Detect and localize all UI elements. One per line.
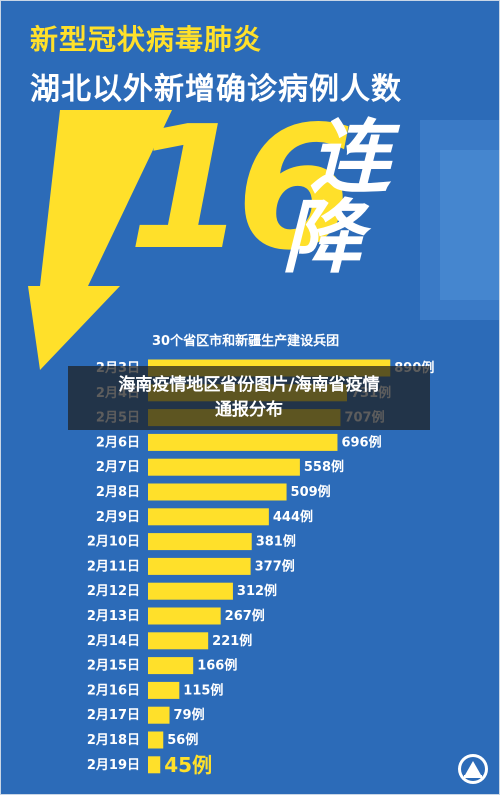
- value-label: 312例: [237, 583, 277, 599]
- bar: [148, 433, 338, 451]
- bar: [148, 533, 252, 551]
- category-label: 2月19日: [87, 758, 140, 773]
- value-label: 444例: [273, 509, 313, 525]
- value-label: 381例: [256, 534, 296, 550]
- value-label: 115例: [183, 682, 223, 698]
- value-label: 509例: [291, 484, 331, 500]
- value-label: 221例: [212, 633, 252, 649]
- category-label: 2月17日: [87, 708, 140, 723]
- big-number: 16: [128, 90, 355, 288]
- category-label: 2月9日: [96, 510, 140, 525]
- category-label: 2月18日: [87, 733, 140, 748]
- value-label: 56例: [167, 732, 198, 748]
- bar: [148, 458, 300, 476]
- bar: [148, 657, 194, 675]
- value-label: 267例: [225, 608, 265, 624]
- bar: [148, 731, 164, 749]
- title-line-1: 新型冠状病毒肺炎: [30, 23, 263, 56]
- category-label: 2月7日: [96, 460, 140, 475]
- down-arrow-icon: [28, 110, 172, 370]
- value-label: 45例: [164, 753, 212, 777]
- banner-line-1: 海南疫情地区省份图片/海南省疫情: [118, 375, 380, 395]
- bar: [148, 557, 251, 575]
- bar: [148, 756, 161, 774]
- category-label: 2月11日: [87, 559, 140, 574]
- title-line-2: 湖北以外新增确诊病例人数: [30, 72, 402, 107]
- chart-title: 30个省区市和新疆生产建设兵团: [152, 334, 340, 349]
- category-label: 2月12日: [87, 584, 140, 599]
- value-label: 79例: [174, 707, 205, 723]
- banner-line-2: 通报分布: [215, 400, 283, 420]
- bar: [148, 706, 170, 724]
- category-label: 2月8日: [96, 485, 140, 500]
- category-label: 2月14日: [87, 634, 140, 649]
- bar: [148, 607, 221, 625]
- overlay-banner: 海南疫情地区省份图片/海南省疫情 通报分布: [68, 366, 430, 430]
- category-label: 2月15日: [87, 659, 140, 674]
- bar: [148, 681, 180, 699]
- value-label: 377例: [255, 558, 295, 574]
- category-label: 2月16日: [87, 683, 140, 698]
- big-text-jiang: 降: [282, 191, 362, 284]
- backdrop-stripe: [440, 150, 500, 300]
- bar: [148, 508, 269, 526]
- emblem-icon: [458, 754, 488, 784]
- category-label: 2月6日: [96, 435, 140, 450]
- value-label: 696例: [341, 434, 381, 450]
- category-label: 2月10日: [87, 535, 140, 550]
- decoration-graphic: [28, 110, 500, 370]
- bar: [148, 632, 209, 650]
- category-label: 2月13日: [87, 609, 140, 624]
- bar: [148, 483, 287, 501]
- value-label: 166例: [197, 658, 237, 674]
- big-text-lian: 连: [310, 111, 390, 204]
- bar: [148, 582, 233, 600]
- value-label: 558例: [304, 459, 344, 475]
